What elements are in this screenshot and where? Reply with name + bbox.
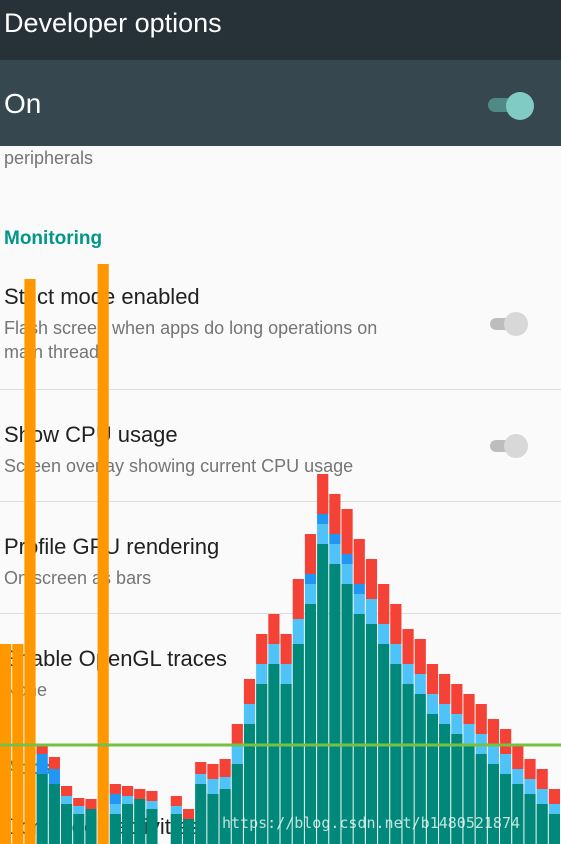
previous-item-summary: peripherals <box>4 148 94 168</box>
setting-title: Don't keep activities <box>4 814 199 839</box>
setting-title: Profile GPU rendering <box>4 534 220 559</box>
setting-summary: Flash screen when apps do long operation… <box>4 318 378 338</box>
watermark-text: https://blog.csdn.net/b1480521874 <box>222 814 521 832</box>
app-bar: Developer options <box>0 0 561 60</box>
setting-summary: None <box>4 680 48 700</box>
divider <box>0 389 561 390</box>
divider <box>0 613 561 614</box>
switch-thumb <box>506 92 534 120</box>
setting-summary: On screen as bars <box>4 568 152 588</box>
switch-thumb <box>504 312 528 336</box>
strict-mode-switch[interactable] <box>490 312 530 336</box>
setting-summary-line2: main thread <box>4 342 100 362</box>
setting-title: Strict mode enabled <box>4 284 200 309</box>
setting-summary: Screen overlay showing current CPU usage <box>4 456 354 476</box>
master-toggle-switch[interactable] <box>488 92 534 120</box>
cpu-usage-switch[interactable] <box>490 434 530 458</box>
setting-title: Enable OpenGL traces <box>4 646 227 671</box>
master-toggle-row[interactable]: On <box>0 60 561 146</box>
page-title: Developer options <box>4 8 222 38</box>
settings-list: peripherals Monitoring Strict mode enabl… <box>0 146 561 844</box>
master-toggle-label: On <box>4 88 42 119</box>
section-header-apps: Apps <box>4 758 52 779</box>
switch-thumb <box>504 434 528 458</box>
section-header-monitoring: Monitoring <box>4 228 103 249</box>
divider <box>0 501 561 502</box>
setting-title: Show CPU usage <box>4 422 178 447</box>
